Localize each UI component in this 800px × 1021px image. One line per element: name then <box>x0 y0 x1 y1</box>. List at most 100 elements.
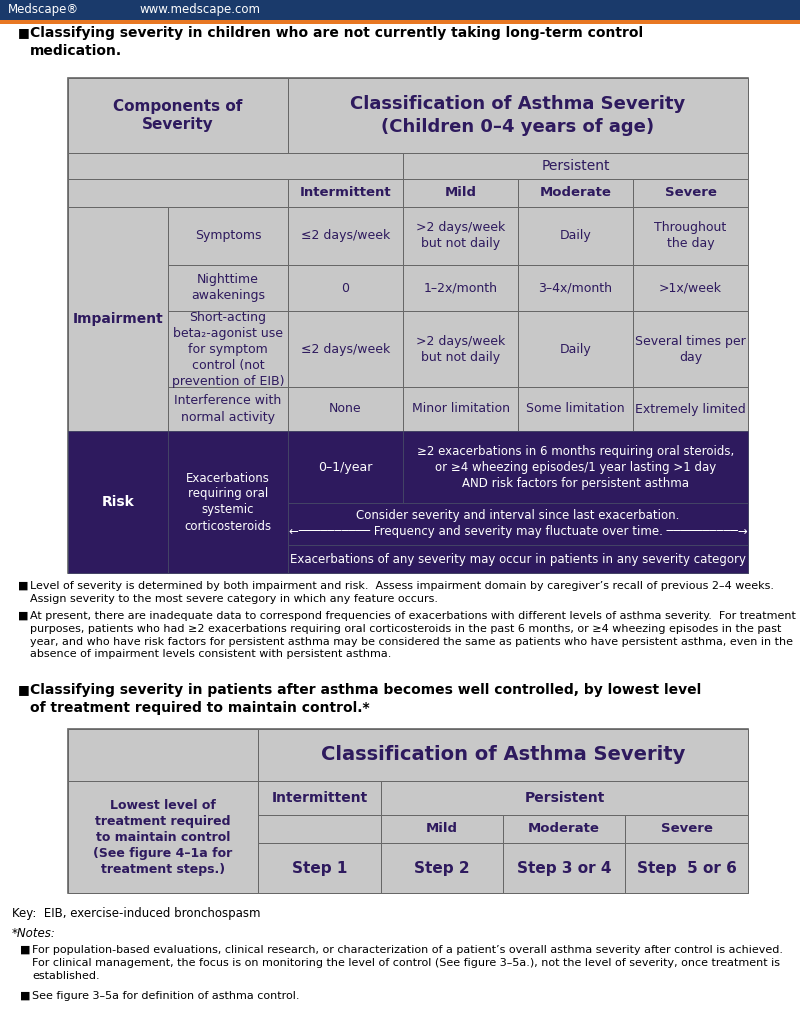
Text: See figure 3–5a for definition of asthma control.: See figure 3–5a for definition of asthma… <box>32 991 299 1001</box>
Text: Moderate: Moderate <box>539 187 611 199</box>
FancyBboxPatch shape <box>0 20 800 25</box>
Text: >2 days/week
but not daily: >2 days/week but not daily <box>416 222 505 250</box>
FancyBboxPatch shape <box>288 431 403 503</box>
FancyBboxPatch shape <box>68 78 288 153</box>
Text: Risk: Risk <box>102 495 134 509</box>
FancyBboxPatch shape <box>518 265 633 311</box>
Text: Mild: Mild <box>445 187 477 199</box>
FancyBboxPatch shape <box>403 431 748 503</box>
Text: 0–1/year: 0–1/year <box>318 460 373 474</box>
Text: ■: ■ <box>18 683 30 696</box>
FancyBboxPatch shape <box>68 729 748 893</box>
FancyBboxPatch shape <box>288 179 403 207</box>
FancyBboxPatch shape <box>633 207 748 265</box>
FancyBboxPatch shape <box>633 179 748 207</box>
FancyBboxPatch shape <box>258 729 748 781</box>
Text: ■: ■ <box>18 26 30 39</box>
FancyBboxPatch shape <box>68 78 748 573</box>
Text: Components of
Severity: Components of Severity <box>114 99 242 133</box>
Text: *Notes:: *Notes: <box>12 927 56 940</box>
Text: >2 days/week
but not daily: >2 days/week but not daily <box>416 335 505 363</box>
Text: Several times per
day: Several times per day <box>635 335 746 363</box>
Text: Nighttime
awakenings: Nighttime awakenings <box>191 274 265 302</box>
Text: Interference with
normal activity: Interference with normal activity <box>174 394 282 424</box>
Text: Key:  EIB, exercise-induced bronchospasm: Key: EIB, exercise-induced bronchospasm <box>12 907 261 920</box>
FancyBboxPatch shape <box>258 781 381 815</box>
Text: Throughout
the day: Throughout the day <box>654 222 726 250</box>
Text: Medscape®: Medscape® <box>8 3 79 16</box>
Text: Step 1: Step 1 <box>292 861 347 875</box>
Text: 1–2x/month: 1–2x/month <box>423 282 498 294</box>
Text: Classifying severity in patients after asthma becomes well controlled, by lowest: Classifying severity in patients after a… <box>30 683 702 715</box>
FancyBboxPatch shape <box>68 179 288 207</box>
Text: Minor limitation: Minor limitation <box>411 402 510 416</box>
Text: Daily: Daily <box>560 342 591 355</box>
FancyBboxPatch shape <box>168 207 288 265</box>
FancyBboxPatch shape <box>403 311 518 387</box>
FancyBboxPatch shape <box>633 265 748 311</box>
Text: For population-based evaluations, clinical research, or characterization of a pa: For population-based evaluations, clinic… <box>32 945 783 980</box>
Text: 0: 0 <box>342 282 350 294</box>
FancyBboxPatch shape <box>288 503 748 545</box>
FancyBboxPatch shape <box>168 265 288 311</box>
Text: ■: ■ <box>20 991 30 1001</box>
FancyBboxPatch shape <box>381 815 503 843</box>
FancyBboxPatch shape <box>168 387 288 431</box>
Text: >1x/week: >1x/week <box>659 282 722 294</box>
Text: Persistent: Persistent <box>524 791 605 805</box>
Text: Level of severity is determined by both impairment and risk.  Assess impairment : Level of severity is determined by both … <box>30 581 774 603</box>
Text: Step 3 or 4: Step 3 or 4 <box>517 861 611 875</box>
FancyBboxPatch shape <box>288 545 748 573</box>
Text: Severe: Severe <box>661 823 713 835</box>
FancyBboxPatch shape <box>258 843 381 893</box>
FancyBboxPatch shape <box>518 207 633 265</box>
Text: Consider severity and interval since last exacerbation.
←────────── Frequency an: Consider severity and interval since las… <box>289 509 747 538</box>
FancyBboxPatch shape <box>518 311 633 387</box>
FancyBboxPatch shape <box>625 843 748 893</box>
FancyBboxPatch shape <box>403 179 518 207</box>
Text: Classification of Asthma Severity: Classification of Asthma Severity <box>321 745 685 765</box>
Text: At present, there are inadequate data to correspond frequencies of exacerbations: At present, there are inadequate data to… <box>30 611 796 660</box>
Text: Moderate: Moderate <box>528 823 600 835</box>
Text: ≤2 days/week: ≤2 days/week <box>301 342 390 355</box>
FancyBboxPatch shape <box>403 265 518 311</box>
FancyBboxPatch shape <box>403 153 748 179</box>
FancyBboxPatch shape <box>68 729 258 781</box>
Text: Some limitation: Some limitation <box>526 402 625 416</box>
FancyBboxPatch shape <box>518 387 633 431</box>
Text: Step 2: Step 2 <box>414 861 470 875</box>
Text: Mild: Mild <box>426 823 458 835</box>
Text: Intermittent: Intermittent <box>300 187 391 199</box>
FancyBboxPatch shape <box>633 387 748 431</box>
Text: Persistent: Persistent <box>542 159 610 173</box>
Text: 3–4x/month: 3–4x/month <box>538 282 613 294</box>
FancyBboxPatch shape <box>258 815 381 843</box>
FancyBboxPatch shape <box>503 843 625 893</box>
FancyBboxPatch shape <box>381 843 503 893</box>
Text: ≤2 days/week: ≤2 days/week <box>301 230 390 243</box>
FancyBboxPatch shape <box>288 311 403 387</box>
FancyBboxPatch shape <box>168 431 288 573</box>
FancyBboxPatch shape <box>288 207 403 265</box>
Text: ■: ■ <box>18 581 29 591</box>
Text: None: None <box>329 402 362 416</box>
Text: Intermittent: Intermittent <box>271 791 368 805</box>
Text: Lowest level of
treatment required
to maintain control
(See figure 4–1a for
trea: Lowest level of treatment required to ma… <box>94 798 233 875</box>
FancyBboxPatch shape <box>403 207 518 265</box>
FancyBboxPatch shape <box>625 815 748 843</box>
Text: ■: ■ <box>20 945 30 955</box>
Text: Severe: Severe <box>665 187 717 199</box>
FancyBboxPatch shape <box>0 0 800 20</box>
FancyBboxPatch shape <box>381 781 748 815</box>
Text: Exacerbations of any severity may occur in patients in any severity category: Exacerbations of any severity may occur … <box>290 552 746 566</box>
Text: Step  5 or 6: Step 5 or 6 <box>637 861 737 875</box>
Text: Daily: Daily <box>560 230 591 243</box>
FancyBboxPatch shape <box>288 78 748 153</box>
FancyBboxPatch shape <box>168 311 288 387</box>
Text: Short-acting
beta₂-agonist use
for symptom
control (not
prevention of EIB): Short-acting beta₂-agonist use for sympt… <box>172 310 284 388</box>
Text: Exacerbations
requiring oral
systemic
corticosteroids: Exacerbations requiring oral systemic co… <box>185 472 271 533</box>
Text: Symptoms: Symptoms <box>194 230 262 243</box>
FancyBboxPatch shape <box>403 387 518 431</box>
FancyBboxPatch shape <box>288 265 403 311</box>
FancyBboxPatch shape <box>503 815 625 843</box>
